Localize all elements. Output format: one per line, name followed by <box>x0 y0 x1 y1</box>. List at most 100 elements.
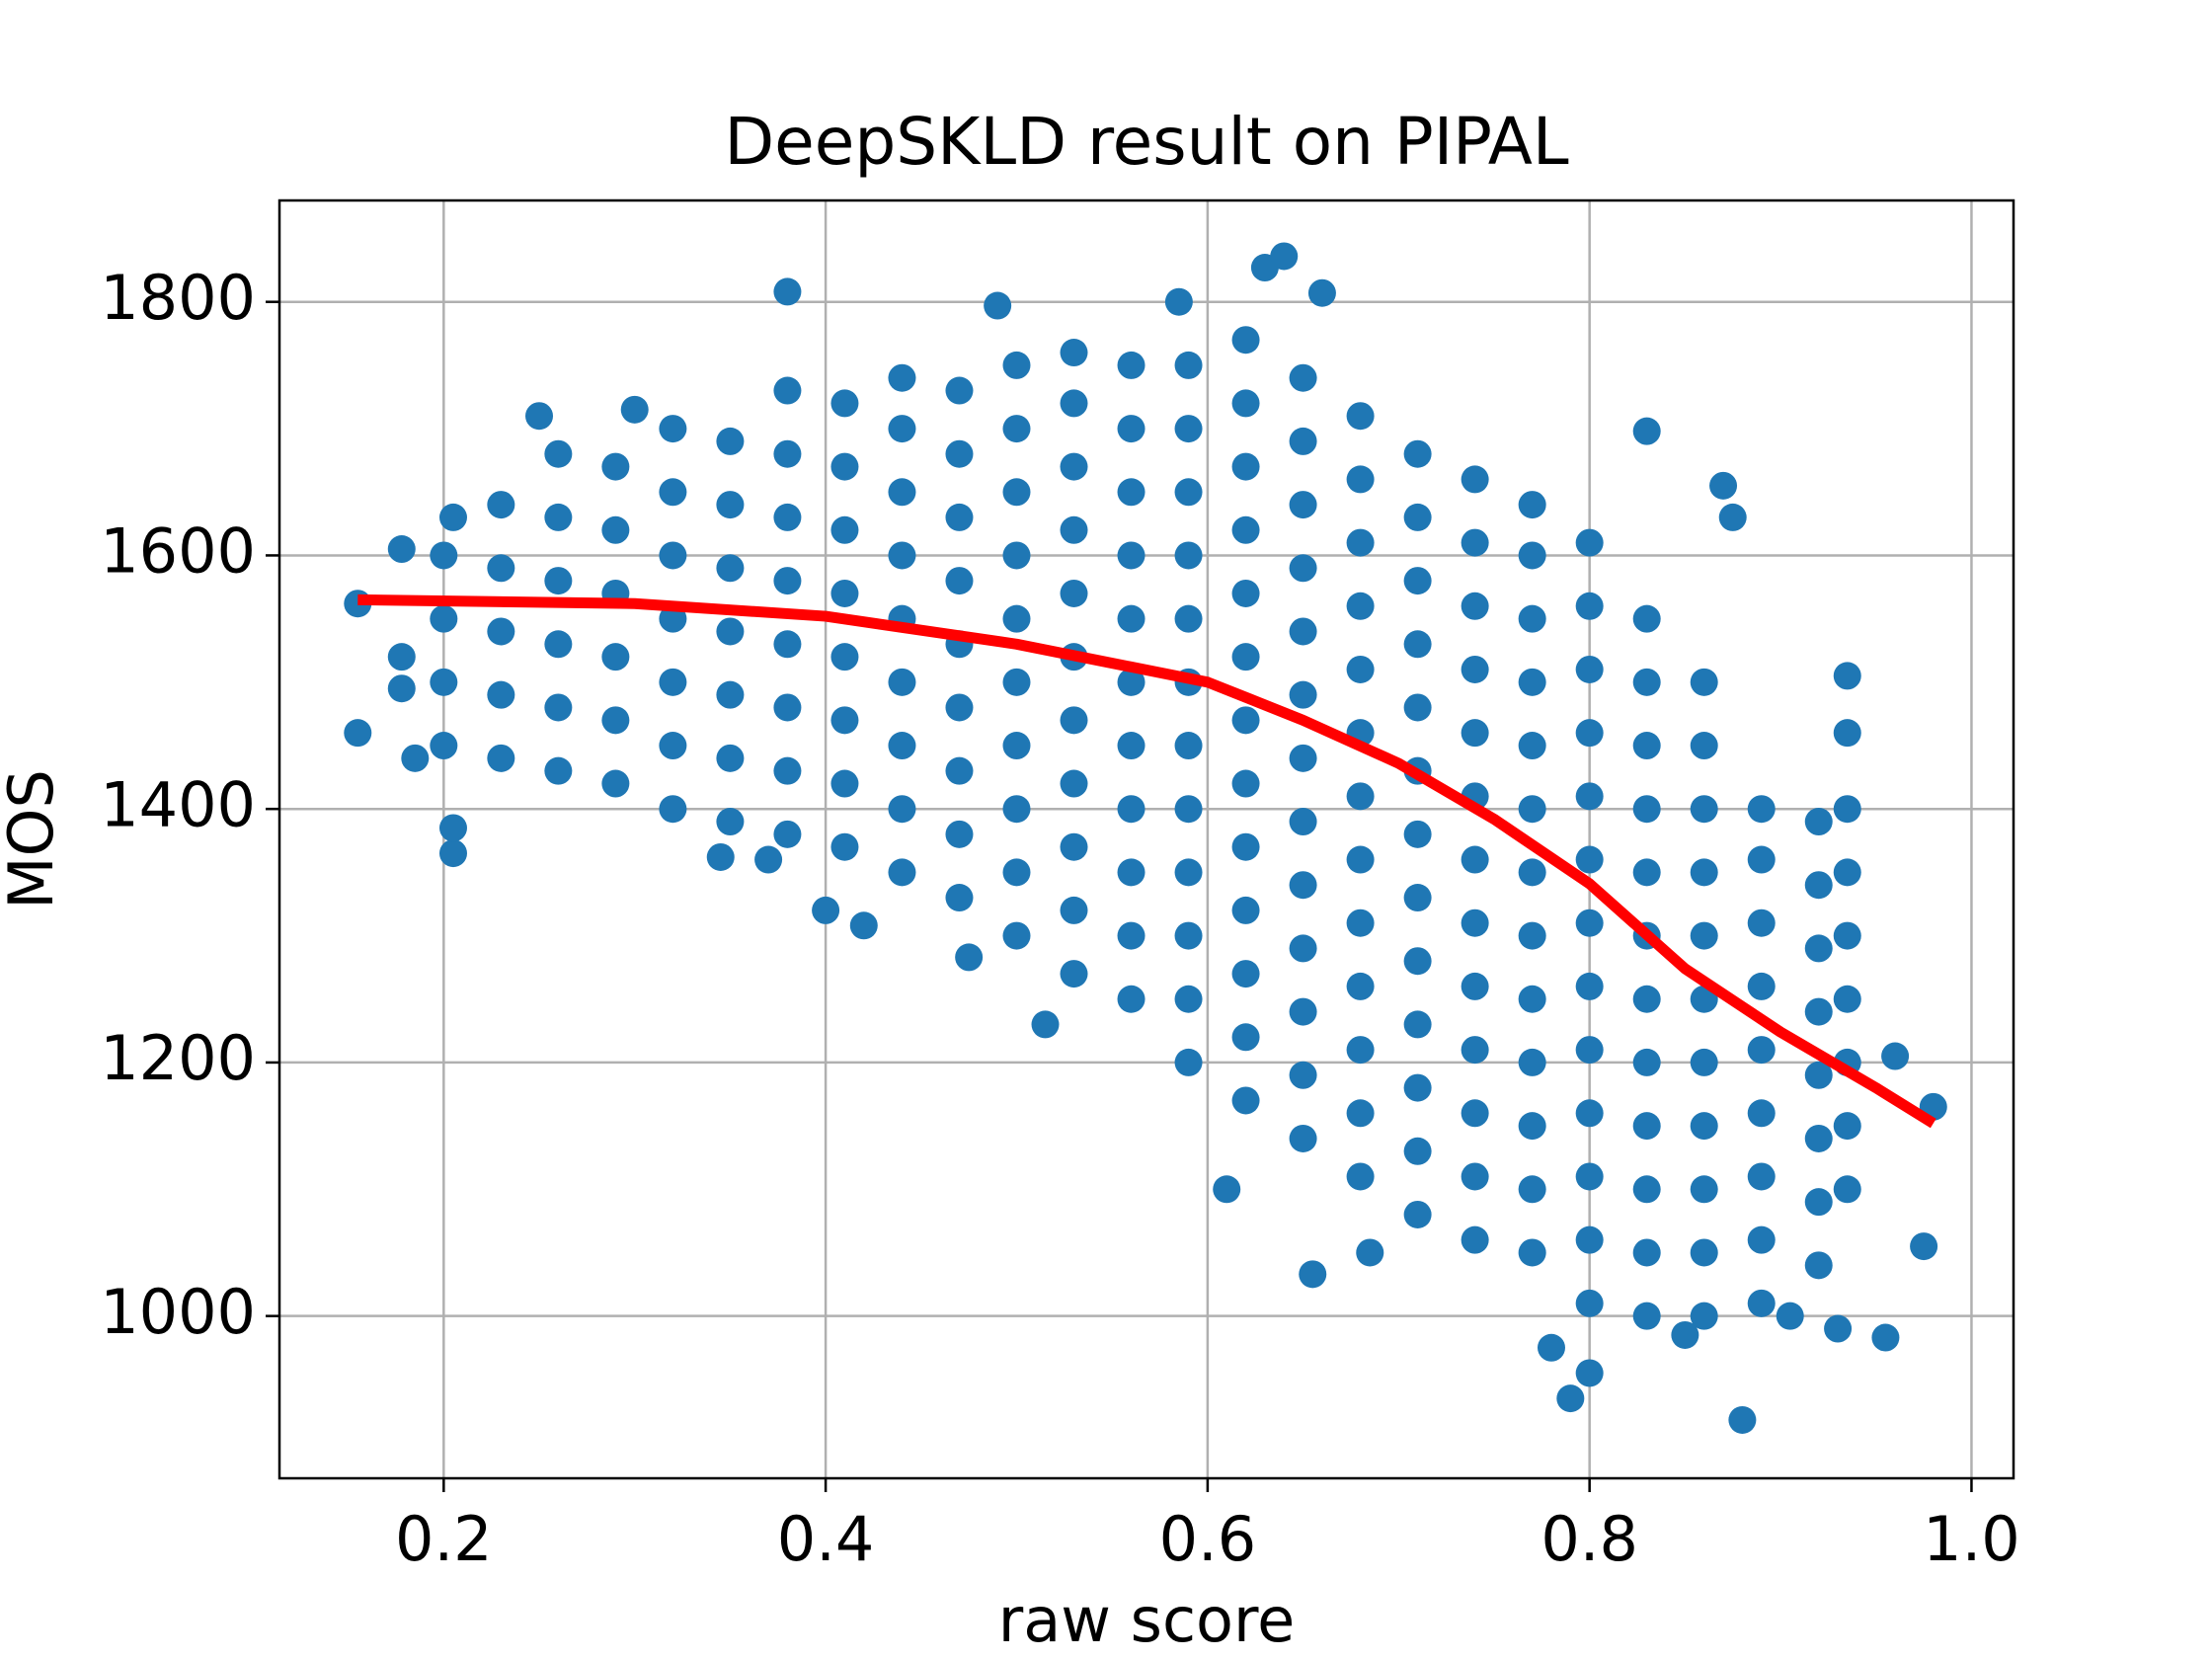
point <box>1575 1099 1604 1128</box>
point <box>1346 592 1375 620</box>
point <box>849 911 878 940</box>
point <box>430 604 458 633</box>
point <box>1403 630 1432 659</box>
x-tick-label: 0.2 <box>395 1503 493 1575</box>
point <box>1174 415 1203 443</box>
point <box>1231 326 1260 355</box>
point <box>1575 1289 1604 1317</box>
point <box>1804 934 1833 963</box>
point <box>888 858 916 887</box>
point <box>1060 706 1088 735</box>
x-tick-label: 0.8 <box>1540 1503 1638 1575</box>
point <box>659 732 687 760</box>
point <box>1518 491 1546 519</box>
point <box>1690 1048 1718 1076</box>
point <box>1632 1238 1661 1267</box>
point <box>945 567 974 595</box>
point <box>830 515 859 544</box>
point <box>706 842 735 871</box>
point <box>1289 808 1317 836</box>
point <box>1174 478 1203 507</box>
point <box>1461 972 1489 1000</box>
point <box>1231 389 1260 418</box>
point <box>716 617 745 646</box>
point <box>1461 1225 1489 1254</box>
x-tick-label: 0.4 <box>777 1503 875 1575</box>
point <box>1518 858 1546 887</box>
point <box>1289 934 1317 963</box>
point <box>1690 795 1718 824</box>
point <box>1632 1112 1661 1141</box>
point <box>1833 1175 1861 1204</box>
point <box>659 795 687 824</box>
point <box>1461 655 1489 683</box>
y-tick-label: 1200 <box>100 1022 256 1094</box>
point <box>1671 1320 1699 1349</box>
point <box>1518 604 1546 633</box>
point <box>1117 541 1146 570</box>
point <box>888 415 916 443</box>
y-tick-label: 1000 <box>100 1276 256 1348</box>
point <box>487 617 515 646</box>
point <box>1117 604 1146 633</box>
point <box>1289 554 1317 583</box>
point <box>1403 567 1432 595</box>
grid <box>279 200 2014 1478</box>
point <box>1833 985 1861 1013</box>
point <box>438 839 467 868</box>
point <box>1231 832 1260 861</box>
point <box>984 291 1012 320</box>
point <box>1117 478 1146 507</box>
point <box>487 491 515 519</box>
y-axis-label: MOS <box>0 769 67 909</box>
point <box>1231 452 1260 481</box>
point <box>1747 1099 1776 1128</box>
point <box>1728 1405 1757 1434</box>
point <box>1231 515 1260 544</box>
point <box>1575 655 1604 683</box>
point <box>716 680 745 709</box>
point <box>1461 845 1489 874</box>
point <box>1690 1238 1718 1267</box>
point <box>1060 452 1088 481</box>
point <box>1403 1137 1432 1165</box>
point <box>1871 1323 1900 1352</box>
point <box>888 363 916 392</box>
point <box>1117 668 1146 696</box>
point <box>1461 465 1489 494</box>
point <box>1461 1162 1489 1191</box>
point <box>1747 1289 1776 1317</box>
point <box>1346 1036 1375 1065</box>
point <box>1346 528 1375 557</box>
point <box>1461 719 1489 748</box>
point <box>430 732 458 760</box>
point <box>601 706 630 735</box>
point <box>1556 1384 1585 1413</box>
point <box>1632 668 1661 696</box>
point <box>1231 706 1260 735</box>
point <box>1060 579 1088 607</box>
point <box>1461 1036 1489 1065</box>
point <box>716 744 745 772</box>
point <box>1632 1048 1661 1076</box>
point <box>945 439 974 468</box>
point <box>1060 515 1088 544</box>
point <box>1518 541 1546 570</box>
x-tick-label: 0.6 <box>1159 1503 1257 1575</box>
point <box>1346 972 1375 1000</box>
point <box>1174 1048 1203 1076</box>
point <box>1575 782 1604 811</box>
point <box>1461 592 1489 620</box>
point <box>1632 1175 1661 1204</box>
point <box>1060 960 1088 988</box>
point <box>1747 1225 1776 1254</box>
point <box>1060 389 1088 418</box>
point <box>1002 668 1031 696</box>
y-tick-label: 1800 <box>100 262 256 334</box>
point <box>1518 921 1546 950</box>
point <box>773 503 802 531</box>
point <box>1518 1175 1546 1204</box>
point <box>945 756 974 785</box>
fit-line <box>357 593 1936 1129</box>
